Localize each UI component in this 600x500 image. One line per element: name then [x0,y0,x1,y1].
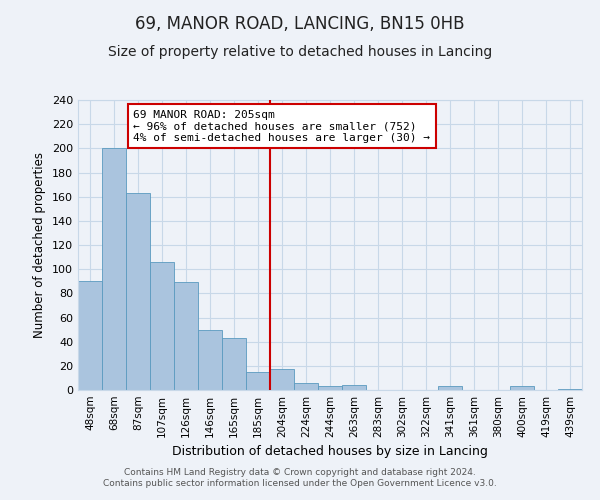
Bar [318,386,342,390]
Bar [270,370,294,390]
Text: Contains HM Land Registry data © Crown copyright and database right 2024.
Contai: Contains HM Land Registry data © Crown c… [103,468,497,487]
Bar [510,386,534,390]
Bar [174,282,198,390]
Text: 69 MANOR ROAD: 205sqm
← 96% of detached houses are smaller (752)
4% of semi-deta: 69 MANOR ROAD: 205sqm ← 96% of detached … [133,110,430,143]
Bar [78,281,102,390]
Bar [102,148,126,390]
Bar [438,386,462,390]
Bar [294,383,318,390]
Bar [198,330,222,390]
Text: 69, MANOR ROAD, LANCING, BN15 0HB: 69, MANOR ROAD, LANCING, BN15 0HB [135,15,465,33]
Bar [342,385,366,390]
X-axis label: Distribution of detached houses by size in Lancing: Distribution of detached houses by size … [172,446,488,458]
Bar [558,389,582,390]
Bar [126,193,150,390]
Bar [222,338,246,390]
Y-axis label: Number of detached properties: Number of detached properties [34,152,46,338]
Text: Size of property relative to detached houses in Lancing: Size of property relative to detached ho… [108,45,492,59]
Bar [150,262,174,390]
Bar [246,372,270,390]
